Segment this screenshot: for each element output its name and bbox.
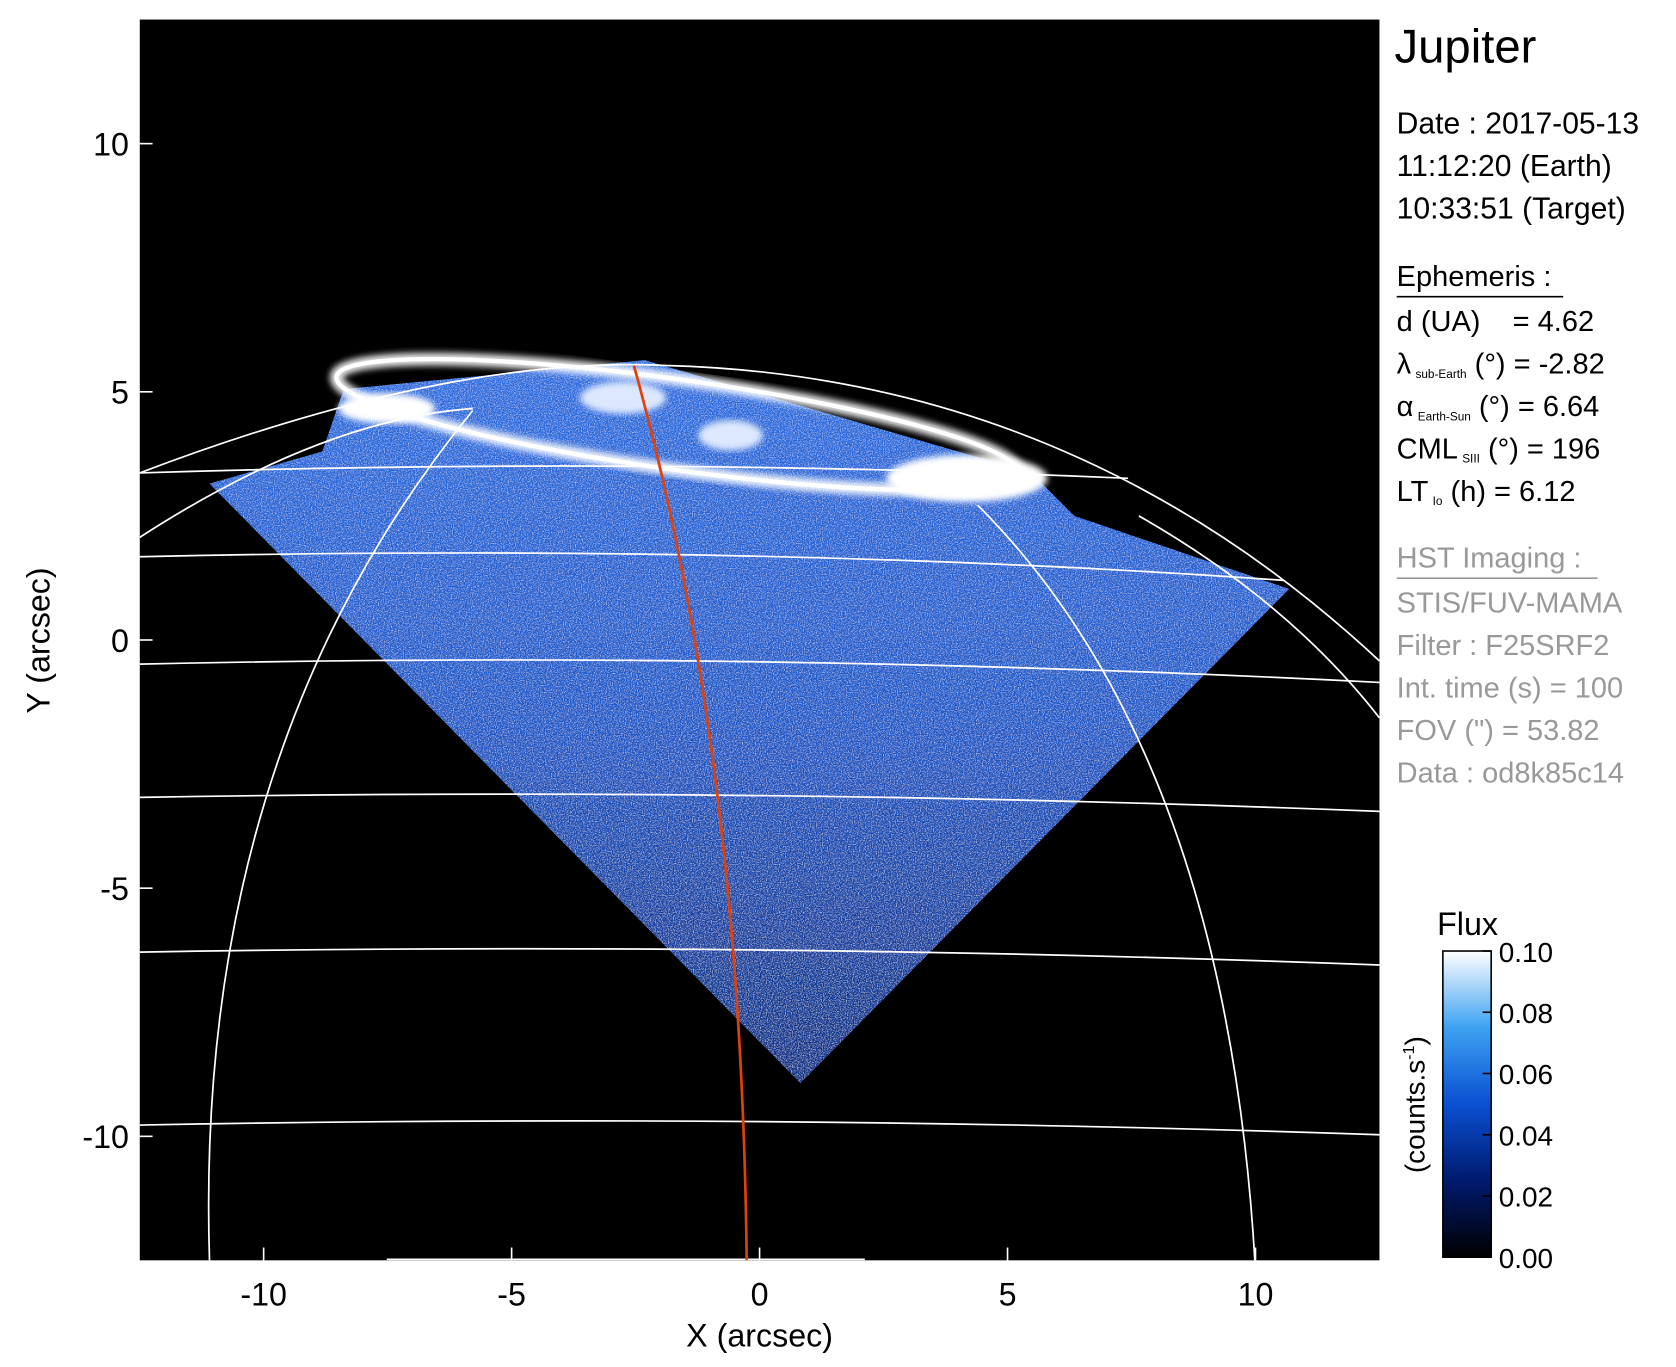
imaging-line: FOV (") = 53.82 xyxy=(1397,715,1600,747)
ephemeris-text: (°) = -2.82 xyxy=(1467,349,1605,381)
x-tick-label: 0 xyxy=(751,1277,769,1313)
x-tick-label: -10 xyxy=(240,1277,287,1313)
y-tick-label: -10 xyxy=(82,1119,129,1155)
colorbar-label: (counts.s-1) xyxy=(1400,1036,1431,1173)
ephemeris-line: λ sub-Earth (°) = -2.82 xyxy=(1397,349,1605,381)
ephemeris-line: d (UA) = 4.62 xyxy=(1397,306,1594,338)
ephemeris-text: λ xyxy=(1397,349,1412,381)
colorbar-tick-label: 0.00 xyxy=(1499,1243,1553,1274)
y-tick-label: 10 xyxy=(93,126,129,162)
ephemeris-line: LT Io (h) = 6.12 xyxy=(1397,476,1576,508)
section-heading: HST Imaging : xyxy=(1397,542,1582,574)
x-tick-label: 5 xyxy=(999,1277,1017,1313)
colorbar-title: Flux xyxy=(1437,906,1498,942)
ephemeris-text: (°) = 196 xyxy=(1480,433,1600,465)
ephemeris-subscript: sub-Earth xyxy=(1415,367,1466,381)
detector-field xyxy=(209,360,1290,1084)
date-line: Date : 2017-05-13 xyxy=(1397,107,1639,140)
ephemeris-text: α xyxy=(1397,391,1414,423)
panel-title: Jupiter xyxy=(1395,21,1537,74)
imaging-line: Int. time (s) = 100 xyxy=(1397,672,1623,704)
colorbar-tick-label: 0.06 xyxy=(1499,1059,1553,1090)
central-meridian xyxy=(632,365,749,1261)
ephemeris-line: CML SIII (°) = 196 xyxy=(1397,433,1601,465)
y-tick-label: 5 xyxy=(111,375,129,411)
ephemeris-text: (h) = 6.12 xyxy=(1443,476,1576,508)
ephemeris-text: CML xyxy=(1397,433,1458,465)
x-tick-label: 10 xyxy=(1238,1277,1274,1313)
section-heading: Ephemeris : xyxy=(1397,261,1552,293)
imaging-line: Data : od8k85c14 xyxy=(1397,757,1624,789)
ephemeris-text: d (UA) = 4.62 xyxy=(1397,306,1594,338)
ephemeris-subscript: SIII xyxy=(1462,452,1480,466)
imaging-line: STIS/FUV-MAMA xyxy=(1397,588,1623,620)
planet-grid xyxy=(139,363,1380,1261)
colorbar-tick-label: 0.08 xyxy=(1499,998,1553,1029)
y-tick-label: 0 xyxy=(111,623,129,659)
colorbar-tick-label: 0.04 xyxy=(1499,1120,1553,1151)
y-tick-label: -5 xyxy=(100,871,129,907)
ephemeris-subscript: Io xyxy=(1433,494,1443,508)
colorbar-tick-label: 0.10 xyxy=(1499,937,1553,968)
imaging-line: Filter : F25SRF2 xyxy=(1397,630,1610,662)
aurora xyxy=(329,352,1048,502)
ephemeris-text: LT xyxy=(1397,476,1429,508)
colorbar-tick-label: 0.02 xyxy=(1499,1182,1553,1213)
x-tick-label: -5 xyxy=(497,1277,526,1313)
x-axis-label: X (arcsec) xyxy=(686,1317,833,1353)
y-axis-label: Y (arcsec) xyxy=(20,567,56,713)
image xyxy=(139,19,1380,1261)
date-line: 10:33:51 (Target) xyxy=(1397,192,1626,225)
date-line: 11:12:20 (Earth) xyxy=(1397,150,1612,183)
colorbar xyxy=(1442,950,1493,1259)
ephemeris-subscript: Earth-Sun xyxy=(1418,409,1471,423)
ephemeris-text: (°) = 6.64 xyxy=(1471,391,1599,423)
ephemeris-line: α Earth-Sun (°) = 6.64 xyxy=(1397,391,1600,423)
